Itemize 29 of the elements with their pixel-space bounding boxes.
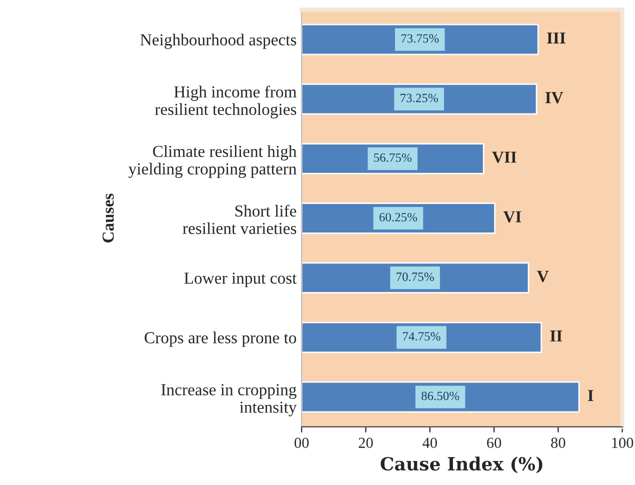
data-label: 56.75%	[374, 153, 412, 162]
data-label: 73.25%	[400, 94, 438, 102]
x-tick-label: 60	[487, 438, 502, 448]
annotation: II	[550, 330, 562, 342]
data-label: 74.75%	[403, 332, 440, 341]
annotation: I	[588, 390, 594, 402]
data-label: 73.75%	[401, 34, 439, 43]
annotation: V	[537, 270, 549, 282]
annotation: VI	[503, 211, 522, 223]
y-tick-label: Short life resilient varieties	[182, 204, 296, 234]
y-tick-label: Increase in cropping intensity	[161, 384, 297, 416]
x-tick-label: 00	[294, 438, 309, 448]
annotation: VII	[492, 152, 516, 163]
y-tick-label: High income from resilient technologies	[155, 86, 297, 118]
data-label: 70.75%	[396, 272, 434, 282]
y-tick-label: Crops are less prone to	[144, 332, 296, 347]
data-label: 86.50%	[422, 392, 460, 400]
annotation: IV	[545, 92, 564, 104]
x-tick-label: 100	[612, 438, 634, 448]
x-tick-label: 20	[358, 438, 373, 448]
annotation: III	[547, 32, 566, 44]
x-tick-label: 80	[551, 438, 566, 448]
y-axis-title: Causes	[102, 194, 114, 242]
y-tick-label: Neighbourhood aspects	[140, 34, 296, 49]
x-tick-label: 40	[422, 438, 437, 448]
y-tick-label: Climate resilient high yielding cropping pattern	[128, 145, 297, 178]
y-tick-label: Lower input cost	[184, 272, 297, 288]
data-label: 60.25%	[379, 212, 418, 222]
x-axis-title: Cause Index (%)	[380, 456, 542, 474]
